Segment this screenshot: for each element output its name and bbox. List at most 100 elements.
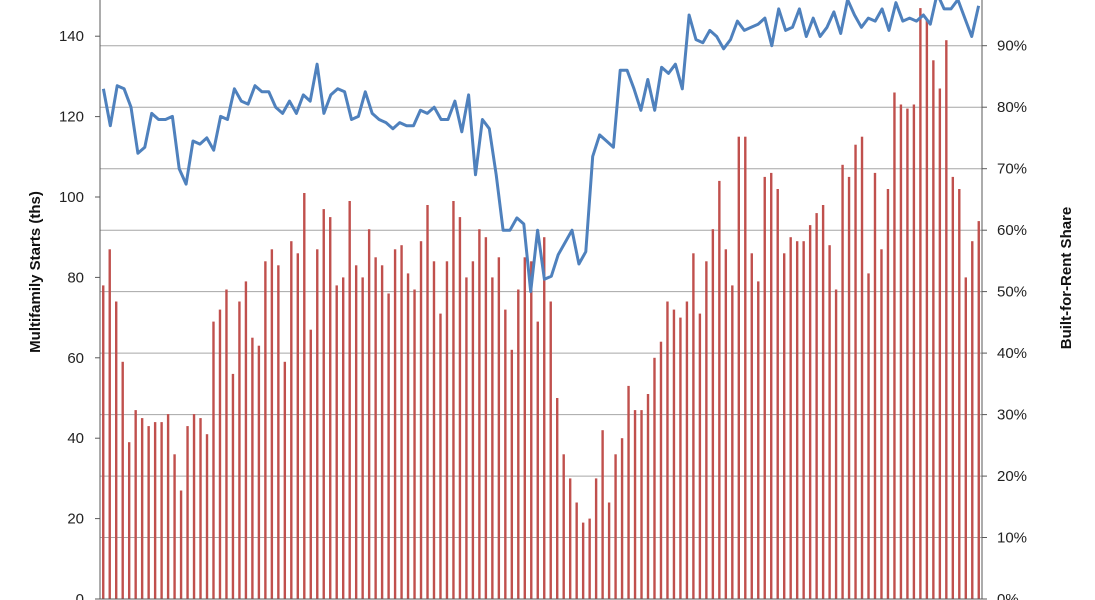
bar	[556, 398, 559, 599]
bar	[821, 205, 825, 599]
left-tick-label: 40	[67, 430, 84, 447]
bar	[367, 229, 371, 599]
bar	[932, 60, 935, 600]
bar	[653, 357, 656, 599]
bar	[659, 341, 663, 599]
bar	[880, 249, 883, 600]
bar	[588, 518, 591, 599]
bar	[607, 502, 611, 599]
bar	[387, 293, 390, 599]
bar	[685, 301, 689, 599]
right-tick-label: 70%	[997, 161, 1027, 178]
left-axis-title: Multifamily Starts (ths)	[27, 191, 44, 353]
axes	[99, 0, 983, 600]
bar	[627, 385, 630, 599]
bar	[757, 281, 760, 599]
left-tick-label: 100	[59, 189, 84, 206]
bar	[231, 373, 235, 599]
bar	[620, 438, 624, 599]
bar	[789, 237, 792, 599]
bar	[640, 410, 643, 599]
bar	[115, 301, 118, 599]
bar	[841, 164, 844, 600]
bar	[808, 225, 812, 599]
left-tick-label: 20	[67, 511, 84, 528]
bar	[199, 418, 202, 599]
bar	[432, 261, 436, 599]
bar	[413, 289, 416, 599]
left-tick-label: 60	[67, 350, 84, 367]
bar	[964, 277, 967, 599]
bar	[601, 430, 604, 599]
bar	[815, 213, 818, 599]
right-tick-label: 10%	[997, 530, 1027, 547]
bar	[393, 249, 397, 600]
bar	[828, 245, 831, 599]
bar	[536, 321, 539, 599]
bar	[439, 313, 442, 599]
bar	[562, 454, 565, 599]
bar	[860, 136, 864, 599]
bar	[458, 217, 462, 599]
right-tick-label: 20%	[997, 468, 1027, 485]
bar	[127, 442, 131, 599]
bar	[530, 261, 533, 599]
bar	[614, 454, 617, 599]
bar	[192, 414, 196, 599]
bar	[517, 289, 520, 599]
bar	[484, 237, 488, 599]
bar	[886, 189, 890, 599]
bar	[945, 40, 948, 599]
bar	[770, 172, 773, 599]
bar	[854, 144, 857, 599]
bar	[744, 136, 747, 599]
bar	[543, 237, 546, 599]
bar	[510, 349, 514, 599]
right-tick-label: 30%	[997, 407, 1027, 424]
bar	[594, 478, 598, 599]
bar	[452, 201, 455, 599]
bar	[225, 289, 228, 599]
left-tick-label: 140	[59, 28, 84, 45]
bar	[977, 221, 980, 599]
bar	[374, 257, 377, 599]
bar	[958, 189, 961, 599]
bar	[776, 189, 779, 599]
right-tick-label: 60%	[997, 222, 1027, 239]
bar	[633, 410, 637, 599]
bar	[705, 261, 708, 599]
bar	[724, 249, 728, 600]
bar	[646, 394, 650, 599]
share-line	[101, 0, 981, 294]
bar	[718, 180, 721, 599]
bar	[173, 454, 176, 599]
bar	[679, 317, 682, 599]
bar	[166, 414, 170, 599]
bar	[737, 136, 740, 599]
bar	[348, 201, 351, 599]
bar	[912, 104, 916, 599]
bar	[873, 172, 877, 599]
bar	[335, 285, 338, 599]
right-tick-label: 50%	[997, 284, 1027, 301]
bar	[698, 313, 702, 599]
bar	[121, 361, 124, 599]
left-tick-label: 0	[76, 591, 84, 600]
bar	[692, 253, 695, 600]
bar	[257, 345, 261, 599]
bar	[179, 490, 183, 599]
bar	[102, 285, 105, 599]
bar	[893, 92, 896, 599]
bar-series	[102, 8, 980, 600]
bar	[491, 277, 494, 599]
bar	[205, 434, 209, 599]
bar	[212, 321, 215, 599]
bar	[919, 8, 922, 600]
bar	[497, 257, 501, 599]
bar	[925, 20, 929, 600]
right-tick-label: 40%	[997, 345, 1027, 362]
bar	[218, 309, 222, 599]
bar	[244, 281, 248, 599]
bar	[783, 253, 786, 600]
bar	[134, 410, 137, 599]
